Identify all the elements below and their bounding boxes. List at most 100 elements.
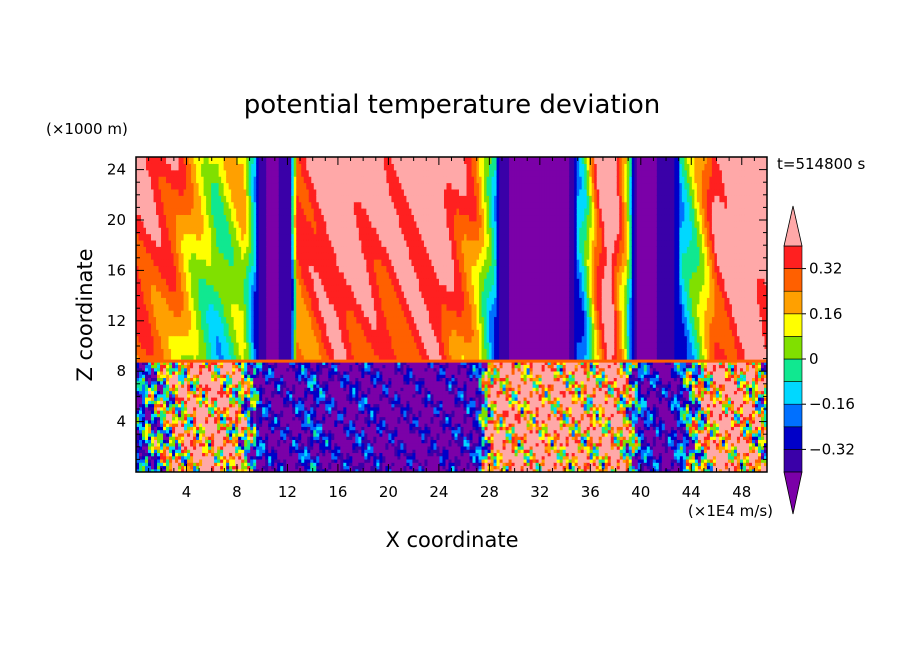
field-cell (251, 252, 255, 260)
field-cell (296, 335, 300, 343)
field-cell (333, 195, 337, 203)
field-cell (266, 284, 270, 292)
field-cell (378, 341, 382, 349)
field-cell (343, 233, 347, 241)
field-cell (213, 188, 217, 196)
field-cell (263, 316, 267, 324)
field-cell (316, 259, 320, 267)
field-cell (376, 335, 380, 343)
field-cell (203, 303, 207, 311)
field-cell (368, 220, 372, 228)
field-cell (288, 214, 292, 222)
field-cell (371, 239, 375, 247)
field-cell (246, 329, 250, 337)
field-cell (211, 220, 215, 228)
field-cell (158, 310, 162, 318)
field-cell (281, 259, 285, 267)
field-cell (191, 265, 195, 273)
field-cell (243, 176, 247, 184)
field-cell (348, 208, 352, 216)
field-cell (166, 310, 170, 318)
field-cell (146, 341, 150, 349)
field-cell (176, 182, 180, 190)
field-cell (311, 348, 315, 356)
field-cell (231, 290, 235, 298)
field-cell (143, 214, 147, 222)
field-cell (241, 233, 245, 241)
field-cell (258, 322, 262, 330)
field-cell (201, 227, 205, 235)
field-cell (271, 220, 275, 228)
field-cell (223, 271, 227, 279)
field-cell (158, 278, 162, 286)
field-cell (393, 322, 398, 330)
field-cell (158, 246, 162, 254)
field-cell (388, 290, 392, 298)
field-cell (138, 316, 142, 324)
field-cell (198, 227, 202, 235)
field-cell (158, 316, 162, 324)
field-cell (341, 252, 345, 260)
field-cell (351, 233, 355, 241)
field-cell (278, 290, 282, 298)
field-cell (248, 271, 252, 279)
field-cell (248, 335, 252, 343)
field-cell (211, 278, 215, 286)
field-cell (363, 214, 367, 222)
field-cell (286, 271, 290, 279)
field-cell (176, 195, 180, 203)
field-cell (331, 246, 335, 254)
field-cell (161, 233, 165, 241)
field-cell (151, 316, 155, 324)
field-cell (236, 208, 240, 216)
field-cell (256, 310, 260, 318)
field-cell (316, 348, 320, 356)
field-cell (366, 322, 370, 330)
field-cell (361, 208, 365, 216)
field-cell (311, 195, 315, 203)
field-cell (376, 227, 380, 235)
field-cell (316, 310, 320, 318)
field-cell (293, 316, 297, 324)
field-cell (201, 157, 205, 164)
field-cell (221, 316, 225, 324)
field-cell (163, 341, 167, 349)
field-cell (373, 297, 377, 305)
field-cell (186, 163, 190, 171)
field-cell (253, 227, 257, 235)
field-cell (248, 259, 252, 267)
field-cell (191, 316, 195, 324)
field-cell (353, 176, 357, 184)
field-cell (218, 329, 222, 337)
field-cell (208, 220, 212, 228)
field-cell (321, 265, 325, 273)
field-cell (376, 182, 380, 190)
field-cell (158, 341, 162, 349)
field-cell (288, 169, 292, 177)
field-cell (358, 239, 362, 247)
field-cell (281, 246, 285, 254)
field-cell (283, 188, 287, 196)
field-cell (211, 354, 215, 362)
field-cell (353, 348, 357, 356)
field-cell (373, 303, 377, 311)
field-cell (376, 341, 380, 349)
field-cell (136, 214, 140, 222)
field-cell (193, 259, 197, 267)
field-cell (356, 278, 360, 286)
field-cell (386, 290, 390, 298)
field-cell (308, 214, 312, 222)
field-cell (233, 220, 237, 228)
field-cell (356, 265, 360, 273)
field-cell (316, 322, 320, 330)
field-cell (308, 335, 312, 343)
field-cell (308, 227, 312, 235)
field-cell (353, 290, 357, 298)
field-cell (333, 201, 337, 209)
field-cell (241, 195, 245, 203)
field-cell (146, 265, 150, 273)
field-cell (161, 271, 165, 279)
field-cell (291, 341, 295, 349)
field-cell (393, 265, 398, 273)
field-cell (248, 329, 252, 337)
